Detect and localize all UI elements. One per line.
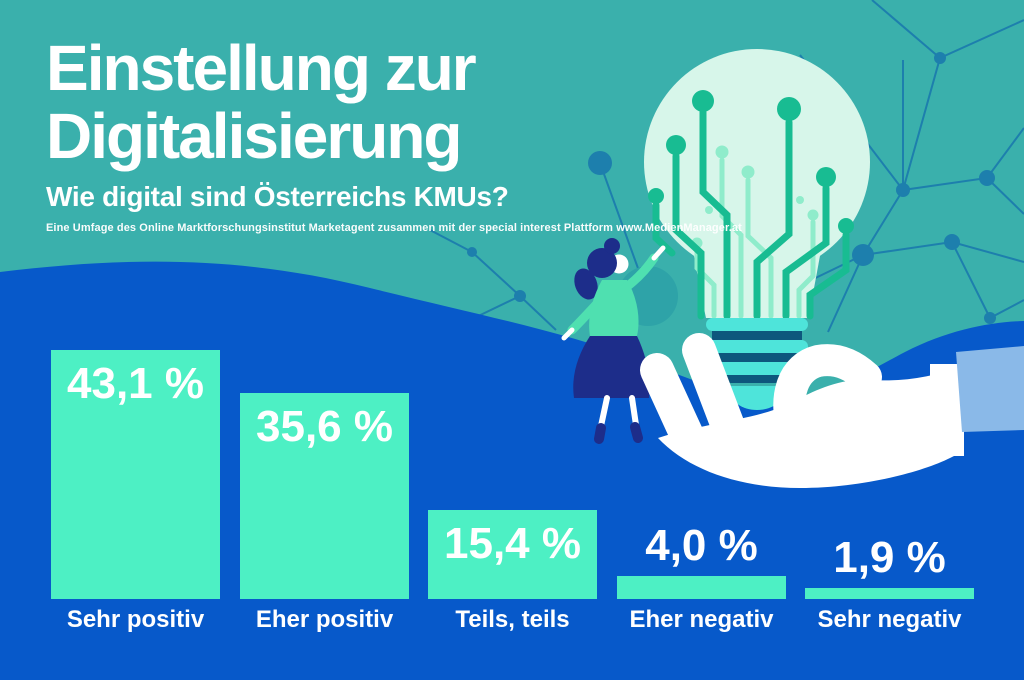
header: Einstellung zur Digitalisierung Wie digi… bbox=[46, 34, 742, 234]
open-hand-icon bbox=[640, 333, 1024, 488]
network-nodes bbox=[467, 52, 996, 324]
page-subtitle: Wie digital sind Österreichs KMUs? bbox=[46, 180, 509, 212]
hand-palm bbox=[658, 366, 962, 488]
lightbulb-icon bbox=[644, 49, 870, 410]
woman-back-hand bbox=[561, 327, 575, 341]
woman-front-arm bbox=[615, 253, 659, 297]
bar-value-label: 15,4 % bbox=[444, 519, 581, 568]
walking-woman-figure bbox=[561, 238, 666, 444]
bar bbox=[51, 350, 220, 599]
bulb-base-cap bbox=[726, 386, 788, 410]
bar-value-label: 4,0 % bbox=[645, 521, 758, 570]
woman-legs bbox=[598, 395, 639, 429]
hand-finger-2 bbox=[682, 333, 748, 451]
bar-category-label: Sehr positiv bbox=[66, 606, 205, 633]
woman-boots bbox=[594, 422, 643, 444]
bar-value-label: 43,1 % bbox=[67, 359, 204, 408]
bar bbox=[240, 393, 409, 599]
page-title: Einstellung zur Digitalisierung bbox=[46, 34, 742, 171]
woman-hair bbox=[587, 248, 617, 278]
bar-category-label: Eher positiv bbox=[255, 606, 394, 633]
bar-value-label: 1,9 % bbox=[833, 533, 946, 582]
bar bbox=[617, 576, 786, 599]
woman-front-hand bbox=[651, 245, 666, 261]
title-line-2: Digitalisierung bbox=[46, 100, 462, 173]
bar bbox=[805, 588, 974, 599]
source-note: Eine Umfage des Online Marktforschungsin… bbox=[46, 221, 742, 234]
bar-value-label: 35,6 % bbox=[256, 402, 393, 451]
woman-hair-ponytail bbox=[574, 268, 598, 300]
bar-category-label: Eher negativ bbox=[629, 606, 774, 633]
bar-category-label: Teils, teils bbox=[455, 606, 570, 633]
sleeve-cuff bbox=[956, 346, 1024, 432]
woman-skirt bbox=[573, 336, 650, 398]
bar bbox=[428, 510, 597, 599]
hand-finger-1 bbox=[640, 353, 707, 459]
woman-torso bbox=[589, 280, 639, 336]
title-line-1: Einstellung zur bbox=[46, 32, 477, 104]
circuit-tree-icon bbox=[648, 90, 854, 320]
bar-category-label: Sehr negativ bbox=[817, 606, 962, 633]
woman-hair-bun bbox=[604, 238, 620, 254]
